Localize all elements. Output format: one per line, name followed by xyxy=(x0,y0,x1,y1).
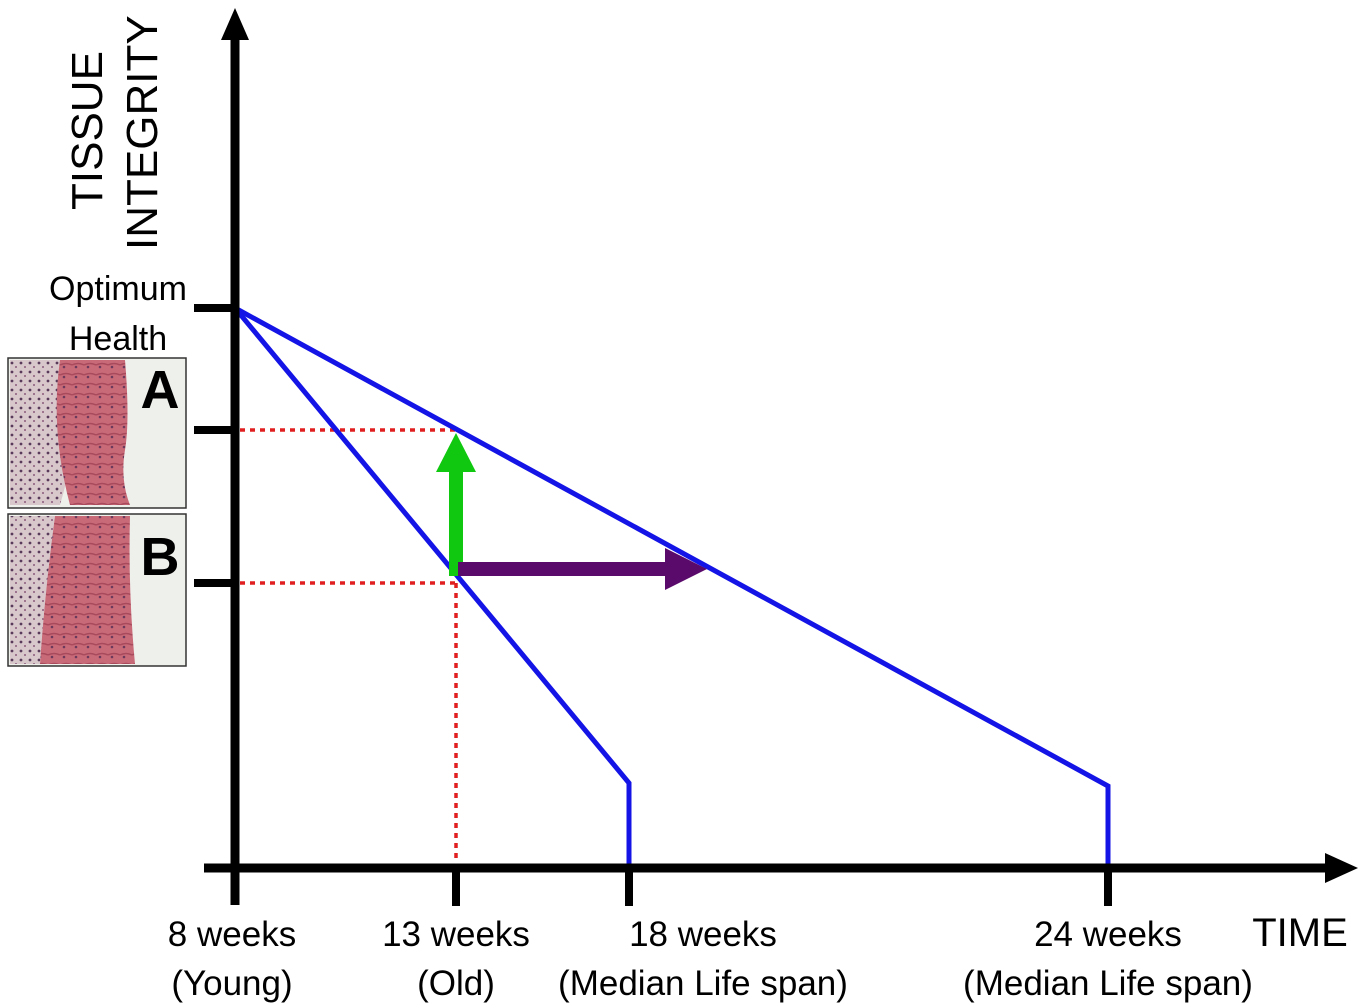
purple-arrow xyxy=(458,548,707,590)
panel-label: B xyxy=(141,527,180,587)
x-tick-label: (Old) xyxy=(417,964,495,1003)
x-tick-label: 8 weeks xyxy=(168,915,296,954)
green-arrow xyxy=(436,433,476,576)
x-tick-label: 13 weeks xyxy=(382,915,530,954)
x-tick-label: 24 weeks xyxy=(1034,915,1182,954)
y-axis-label: INTEGRITY xyxy=(118,15,167,250)
decline-lines xyxy=(233,305,1111,868)
y-axis-label: TISSUE xyxy=(63,51,112,210)
optimum-label: Optimum xyxy=(49,270,187,308)
optimum-label: Health xyxy=(69,320,167,358)
guide-lines xyxy=(240,428,458,862)
x-tick-label: 18 weeks xyxy=(629,915,777,954)
x-axis-label: TIME xyxy=(1252,911,1348,955)
x-tick-label: (Young) xyxy=(171,964,292,1003)
x-tick-label: (Median Life span) xyxy=(963,964,1253,1003)
axes xyxy=(194,8,1358,906)
panel-label: A xyxy=(141,360,180,420)
x-tick-label: (Median Life span) xyxy=(558,964,848,1003)
panel-a: A xyxy=(7,357,187,509)
panel-b: B xyxy=(7,513,187,667)
